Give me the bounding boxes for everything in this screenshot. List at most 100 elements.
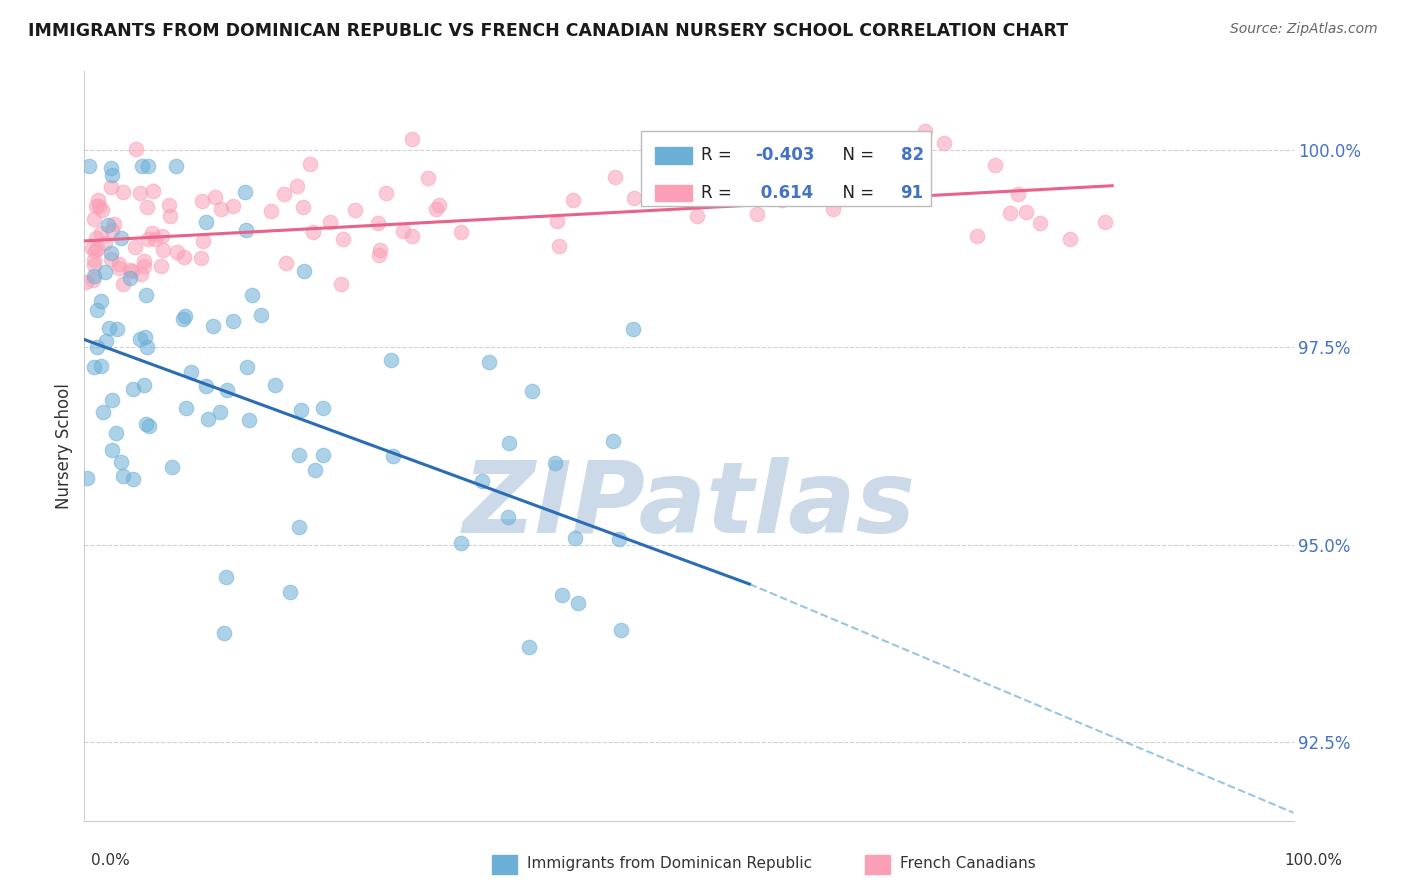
Point bbox=[129, 186, 152, 201]
Point bbox=[301, 225, 323, 239]
Point bbox=[984, 159, 1007, 173]
Point bbox=[166, 245, 188, 260]
Point bbox=[141, 226, 163, 240]
Point bbox=[76, 471, 98, 485]
Point bbox=[86, 242, 108, 256]
Point bbox=[190, 251, 212, 265]
Point bbox=[368, 244, 391, 258]
Point bbox=[471, 474, 494, 488]
Point bbox=[233, 185, 256, 199]
Point bbox=[367, 216, 389, 230]
Text: French Canadians: French Canadians bbox=[900, 856, 1036, 871]
Point bbox=[138, 232, 160, 246]
Point bbox=[1007, 186, 1029, 201]
Point bbox=[427, 198, 450, 212]
Text: Source: ZipAtlas.com: Source: ZipAtlas.com bbox=[1230, 22, 1378, 37]
Point bbox=[319, 215, 342, 229]
Point bbox=[110, 231, 132, 245]
Point bbox=[101, 223, 124, 237]
Point bbox=[165, 159, 187, 173]
Point bbox=[914, 124, 936, 138]
Point bbox=[83, 268, 105, 283]
Point bbox=[134, 378, 156, 392]
Point bbox=[1028, 217, 1050, 231]
Point bbox=[121, 263, 143, 277]
Point bbox=[100, 392, 122, 407]
Text: R =: R = bbox=[702, 184, 737, 202]
Point bbox=[91, 405, 114, 419]
Point bbox=[425, 202, 447, 216]
Point bbox=[159, 210, 181, 224]
Point bbox=[450, 225, 472, 239]
Text: 0.614: 0.614 bbox=[755, 184, 814, 202]
Point bbox=[367, 248, 389, 262]
Point bbox=[172, 311, 194, 326]
Point bbox=[125, 142, 148, 156]
Point bbox=[195, 215, 218, 229]
Point bbox=[548, 239, 571, 253]
Point bbox=[1059, 232, 1081, 246]
Y-axis label: Nursery School: Nursery School bbox=[55, 383, 73, 509]
Point bbox=[520, 384, 543, 398]
Point bbox=[84, 244, 107, 259]
Point bbox=[105, 425, 128, 440]
Point bbox=[498, 436, 520, 450]
Point bbox=[135, 287, 157, 301]
Point bbox=[249, 308, 271, 322]
Point bbox=[86, 231, 108, 245]
Point bbox=[87, 199, 110, 213]
Point bbox=[382, 449, 405, 463]
Point bbox=[108, 261, 131, 276]
Point bbox=[136, 201, 159, 215]
Point bbox=[100, 180, 122, 194]
Point bbox=[103, 217, 125, 231]
Point bbox=[138, 419, 160, 434]
Point bbox=[90, 293, 112, 308]
Point bbox=[80, 241, 103, 255]
Point bbox=[235, 359, 257, 374]
Point bbox=[132, 254, 155, 268]
Point bbox=[97, 218, 120, 232]
Point bbox=[235, 223, 257, 237]
Point bbox=[112, 469, 135, 483]
Point bbox=[401, 131, 423, 145]
Point bbox=[101, 169, 124, 183]
Point bbox=[100, 252, 122, 266]
Point bbox=[312, 401, 335, 416]
Point bbox=[821, 202, 844, 216]
Text: N =: N = bbox=[831, 184, 879, 202]
Point bbox=[544, 456, 567, 470]
Point bbox=[122, 472, 145, 486]
Point bbox=[90, 359, 112, 374]
Point bbox=[551, 588, 574, 602]
Point bbox=[129, 332, 152, 346]
Point bbox=[567, 596, 589, 610]
Point bbox=[94, 334, 117, 348]
Point bbox=[173, 250, 195, 264]
Point bbox=[260, 203, 283, 218]
Point bbox=[209, 202, 232, 216]
Point bbox=[87, 193, 110, 207]
FancyBboxPatch shape bbox=[641, 131, 931, 206]
Point bbox=[86, 199, 108, 213]
Point bbox=[562, 193, 585, 207]
Point bbox=[136, 159, 159, 173]
Point bbox=[100, 246, 122, 260]
Point bbox=[108, 257, 131, 271]
Point bbox=[202, 318, 225, 333]
Point bbox=[111, 186, 134, 200]
Point bbox=[191, 194, 214, 208]
Point bbox=[86, 340, 108, 354]
Point bbox=[174, 401, 197, 416]
Point bbox=[292, 200, 315, 214]
Point bbox=[217, 383, 239, 397]
Point bbox=[287, 449, 309, 463]
Point bbox=[517, 640, 540, 654]
Point bbox=[332, 232, 354, 246]
Text: ZIPatlas: ZIPatlas bbox=[463, 458, 915, 555]
Point bbox=[214, 569, 236, 583]
Point bbox=[292, 263, 315, 277]
Point bbox=[264, 377, 287, 392]
Point bbox=[93, 265, 115, 279]
Point bbox=[280, 585, 302, 599]
